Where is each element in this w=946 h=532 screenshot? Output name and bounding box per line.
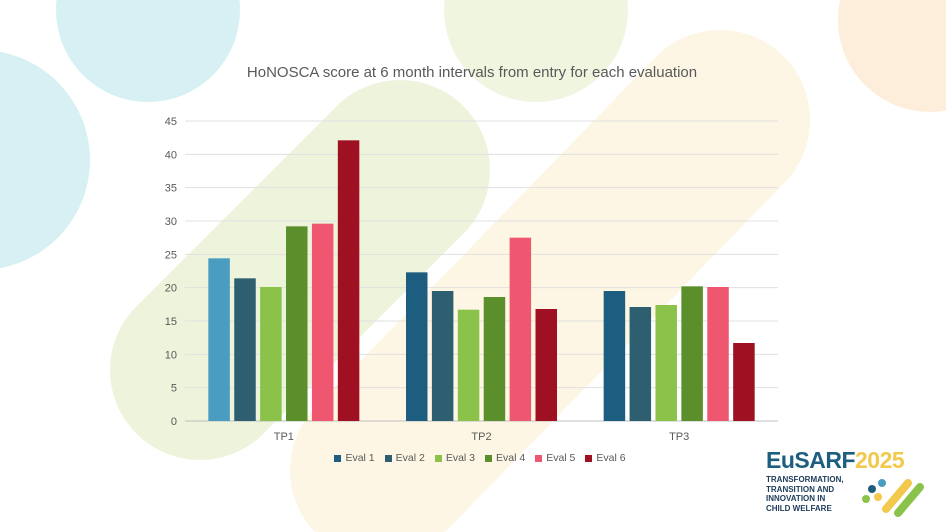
legend-label: Eval 5 (546, 452, 576, 464)
legend-item: Eval 2 (384, 452, 425, 464)
x-tick-label: TP1 (274, 431, 294, 443)
logo-word-year: 2025 (855, 447, 905, 473)
logo-tagline-line: INNOVATION IN (766, 494, 826, 503)
y-tick-label: 35 (165, 183, 177, 195)
legend-item: Eval 4 (485, 452, 525, 464)
bar-tp3-eval-6 (733, 343, 755, 421)
bar-tp1-eval-1 (208, 258, 230, 421)
legend-label: Eval 4 (496, 452, 526, 464)
y-tick-label: 25 (165, 249, 177, 261)
legend-label: Eval 2 (395, 452, 425, 464)
logo-tagline: TRANSFORMATION, TRANSITION AND INNOVATIO… (766, 475, 866, 513)
legend-item: Eval 3 (434, 452, 475, 464)
bar-tp3-eval-5 (707, 287, 729, 421)
bar-tp1-eval-6 (337, 140, 360, 422)
logo-word-eusarf: EuSARF (766, 447, 856, 473)
bar-tp3-eval-3 (655, 305, 677, 421)
deco-circle-top-mid (444, 0, 628, 102)
x-tick-label: TP2 (471, 431, 491, 443)
legend-item: Eval 6 (585, 452, 626, 464)
legend-item: Eval 1 (334, 452, 375, 464)
bar-tp2-eval-2 (431, 291, 454, 421)
x-tick-label: TP3 (669, 431, 689, 443)
legend-label: Eval 6 (596, 452, 626, 464)
logo-tagline-line: TRANSITION AND (766, 484, 835, 494)
bar-tp1-eval-2 (234, 278, 256, 421)
y-tick-label: 15 (165, 316, 177, 328)
legend-label: Eval 1 (345, 452, 375, 464)
legend-label: Eval 3 (445, 452, 475, 464)
bar-tp2-eval-4 (483, 297, 506, 421)
bar-tp1-eval-4 (286, 226, 308, 421)
bar-tp2-eval-5 (509, 237, 532, 421)
legend-swatch (535, 454, 543, 462)
y-tick-label: 30 (165, 216, 177, 228)
logo-mark-icon (862, 479, 924, 517)
logo-wordmark: EuSARF2025 (766, 447, 905, 473)
legend-swatch (434, 454, 442, 462)
bar-tp3-eval-1 (603, 291, 626, 421)
deco-circle-top-right (838, 0, 946, 112)
logo-tagline-line: CHILD WELFARE (766, 503, 832, 513)
legend-swatch (334, 454, 342, 462)
deco-circle-top-left (56, 0, 240, 102)
bar-tp3-eval-2 (629, 307, 652, 421)
y-tick-label: 0 (171, 416, 177, 428)
bar-tp2-eval-6 (535, 309, 557, 421)
y-tick-label: 40 (165, 149, 177, 161)
y-tick-label: 10 (165, 349, 177, 361)
chart-legend: Eval 1 Eval 2 Eval 3 Eval 4 Eval 5 Eval 6 (0, 452, 946, 464)
bar-tp2-eval-1 (406, 272, 428, 421)
chart-title: HoNOSCA score at 6 month intervals from … (246, 64, 698, 81)
legend-swatch (485, 454, 492, 462)
legend-item: Eval 5 (535, 452, 575, 464)
logo-tagline-line: TRANSFORMATION, (766, 475, 844, 484)
y-tick-label: 5 (171, 383, 177, 395)
y-tick-label: 45 (165, 116, 177, 128)
bar-tp3-eval-4 (681, 286, 703, 421)
y-tick-label: 20 (165, 283, 177, 295)
legend-swatch (585, 454, 593, 462)
bar-tp2-eval-3 (457, 309, 480, 421)
deco-circle-left (0, 51, 90, 269)
bar-tp1-eval-5 (311, 223, 334, 421)
bar-tp1-eval-3 (260, 287, 282, 421)
eusarf-logo: EuSARF2025 TRANSFORMATION, TRANSITION AN… (766, 447, 941, 527)
legend-swatch (384, 454, 392, 462)
